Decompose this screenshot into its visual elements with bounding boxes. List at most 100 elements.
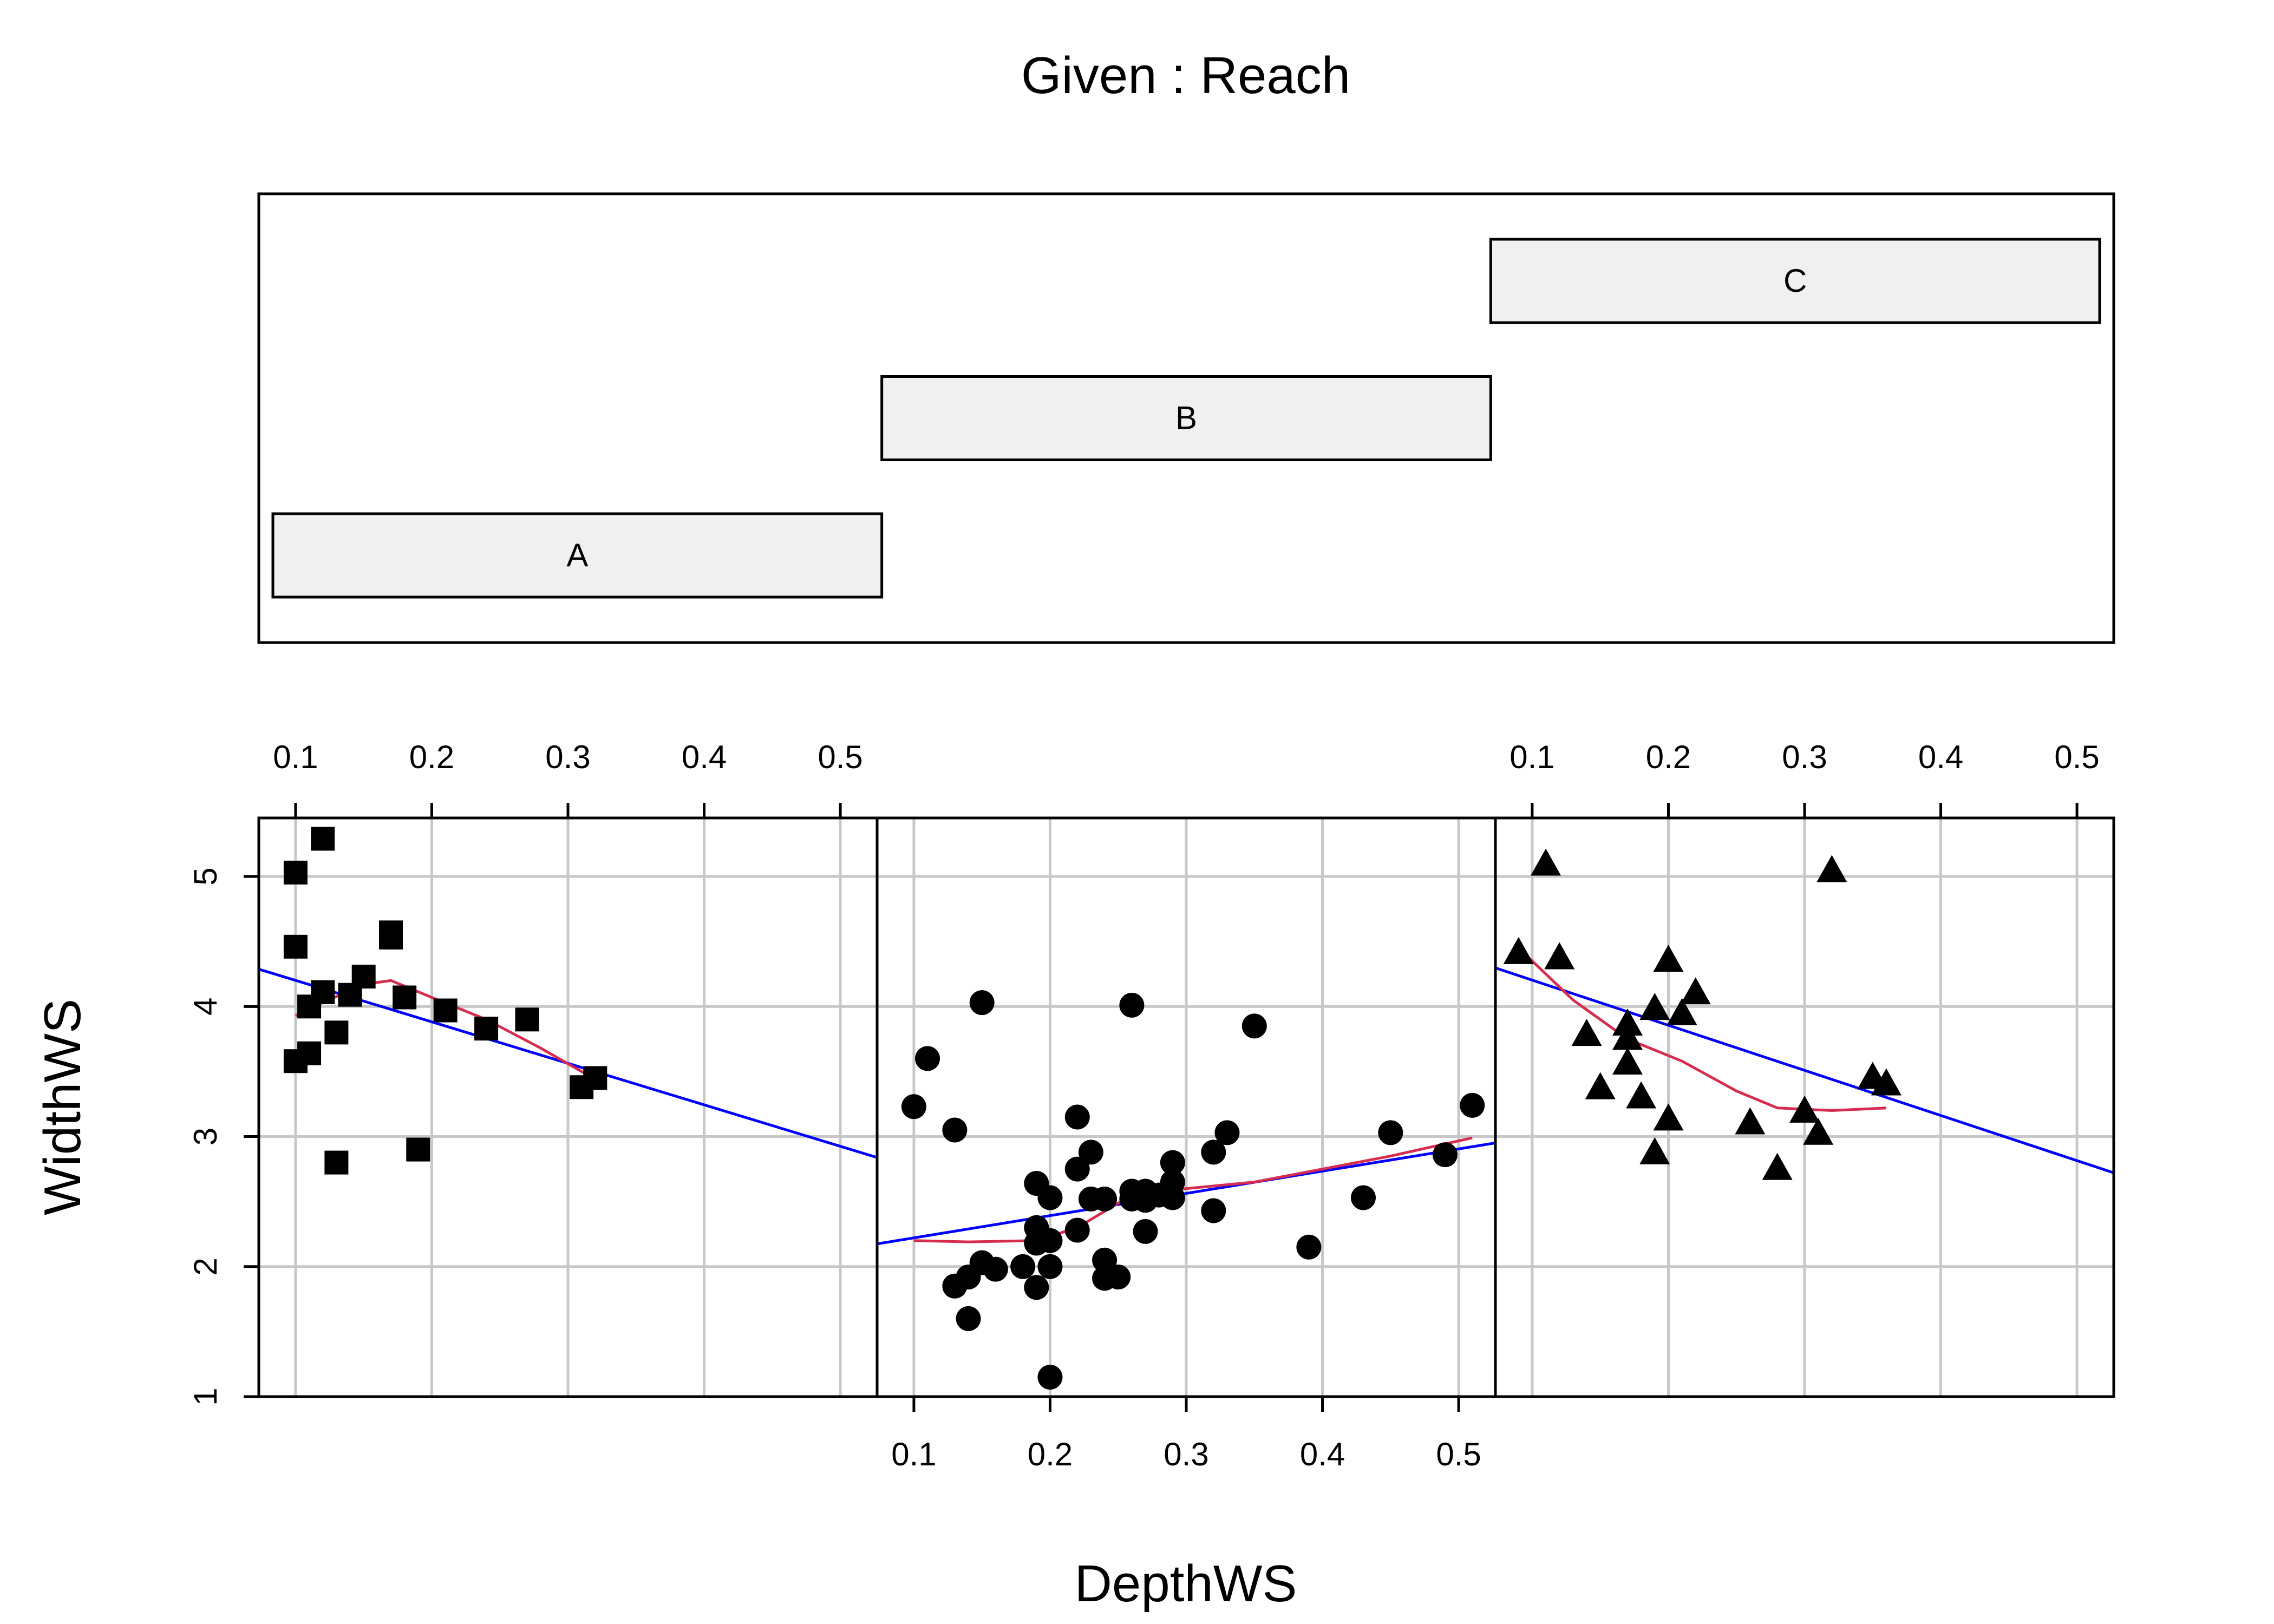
regression-line [1495, 966, 2114, 1174]
data-point-circle [1106, 1264, 1131, 1289]
y-tick-label: 5 [187, 867, 224, 885]
data-point-triangle [1667, 998, 1697, 1025]
data-point-square [311, 827, 335, 851]
given-bar-rect [880, 375, 1492, 461]
data-point-circle [983, 1256, 1008, 1282]
data-point-triangle [1653, 945, 1684, 972]
panel-a: 0.1 0.2 0.3 0.4 0.5 1 2 3 4 5 [187, 739, 879, 1406]
x-tick-label: 0.4 [682, 739, 727, 775]
data-point-circle [1296, 1234, 1322, 1260]
data-point-circle [942, 1117, 968, 1143]
y-tick-label: 2 [187, 1258, 224, 1275]
data-point-triangle [1503, 937, 1534, 964]
x-tick-label: 0.4 [1300, 1436, 1345, 1472]
smooth-line [1518, 947, 1887, 1112]
data-point-circle [1078, 1140, 1103, 1165]
data-point-square [324, 1020, 349, 1045]
data-point-triangle [1735, 1107, 1766, 1135]
y-tick-label: 3 [187, 1128, 224, 1145]
data-point-circle [1214, 1120, 1240, 1145]
data-point-circle [901, 1094, 926, 1119]
data-point-circle [1133, 1188, 1158, 1213]
data-point-circle [915, 1046, 940, 1071]
data-point-circle [1160, 1150, 1185, 1175]
given-bar-rect [1489, 238, 2101, 324]
data-point-circle [942, 1273, 968, 1299]
data-point-square [474, 1017, 499, 1041]
data-point-circle [1460, 1092, 1485, 1118]
given-bar-b: B [880, 375, 1492, 461]
data-point-square [378, 926, 403, 950]
data-point-square [406, 1137, 430, 1162]
data-point-square [297, 994, 322, 1019]
data-point-circle [1064, 1217, 1090, 1243]
data-point-circle [956, 1306, 981, 1331]
data-point-square [515, 1007, 539, 1032]
data-point-square [283, 934, 308, 959]
data-point-square [570, 1075, 594, 1099]
smooth-line [913, 1136, 1473, 1243]
given-bar-label: C [1783, 263, 1807, 299]
data-point-triangle [1585, 1072, 1616, 1099]
x-tick-label: 0.2 [1646, 739, 1691, 775]
data-point-circle [1064, 1156, 1090, 1182]
data-point-circle [1241, 1013, 1267, 1039]
data-point-circle [1010, 1254, 1036, 1279]
panel-c: 0.1 0.2 0.3 0.4 0.5 [1494, 739, 2115, 1398]
data-point-circle [1037, 1185, 1063, 1210]
data-point-circle [1432, 1142, 1458, 1168]
x-tick-label: 0.2 [1028, 1436, 1073, 1472]
data-point-triangle [1871, 1068, 1901, 1096]
data-point-circle [1378, 1120, 1403, 1145]
data-point-square [433, 998, 458, 1023]
x-tick-label: 0.3 [1164, 1436, 1208, 1472]
data-point-circle [1092, 1247, 1118, 1273]
x-tick-label: 0.5 [818, 739, 862, 775]
data-point-circle [1064, 1104, 1090, 1130]
data-point-triangle [1653, 1103, 1684, 1131]
data-point-triangle [1612, 1023, 1643, 1050]
data-point-triangle [1531, 848, 1561, 876]
data-point-square [338, 983, 362, 1007]
given-bar-a: A [271, 512, 884, 599]
x-tick-label: 0.1 [1510, 739, 1554, 775]
data-point-square [324, 1150, 349, 1175]
data-point-triangle [1626, 1081, 1657, 1109]
data-point-square [283, 860, 308, 885]
data-point-circle [969, 990, 995, 1016]
data-point-circle [1037, 1364, 1063, 1390]
data-point-circle [1037, 1254, 1063, 1279]
data-point-square [283, 1049, 308, 1073]
y-axis-label: WidthWS [34, 999, 92, 1215]
chart-title: Given : Reach [1021, 47, 1350, 104]
data-point-triangle [1680, 977, 1711, 1005]
data-point-triangle [1544, 942, 1575, 970]
data-point-triangle [1789, 1095, 1820, 1123]
data-point-circle [1119, 992, 1145, 1018]
x-tick-label: 0.3 [545, 739, 590, 775]
y-tick-label: 4 [187, 998, 224, 1016]
data-point-circle [1024, 1275, 1049, 1300]
given-bar-label: B [1175, 400, 1197, 436]
data-point-circle [1092, 1186, 1118, 1212]
x-tick-label: 0.5 [2054, 739, 2099, 775]
regression-line [877, 1141, 1495, 1246]
data-point-triangle [1803, 1117, 1834, 1145]
data-point-circle [1351, 1185, 1376, 1210]
given-bar-label: A [566, 537, 588, 573]
given-bar-c: C [1489, 238, 2101, 324]
data-point-triangle [1612, 1047, 1643, 1075]
x-tick-label: 0.1 [273, 739, 318, 775]
data-point-triangle [1571, 1019, 1602, 1046]
data-point-circle [1201, 1198, 1226, 1223]
x-tick-label: 0.1 [891, 1436, 936, 1472]
data-point-triangle [1816, 855, 1847, 882]
x-tick-label: 0.5 [1436, 1436, 1481, 1472]
data-point-triangle [1639, 1137, 1670, 1164]
x-tick-label: 0.3 [1782, 739, 1827, 775]
data-point-circle [1201, 1140, 1226, 1165]
data-point-square [393, 985, 417, 1010]
given-bar-rect [271, 512, 884, 599]
